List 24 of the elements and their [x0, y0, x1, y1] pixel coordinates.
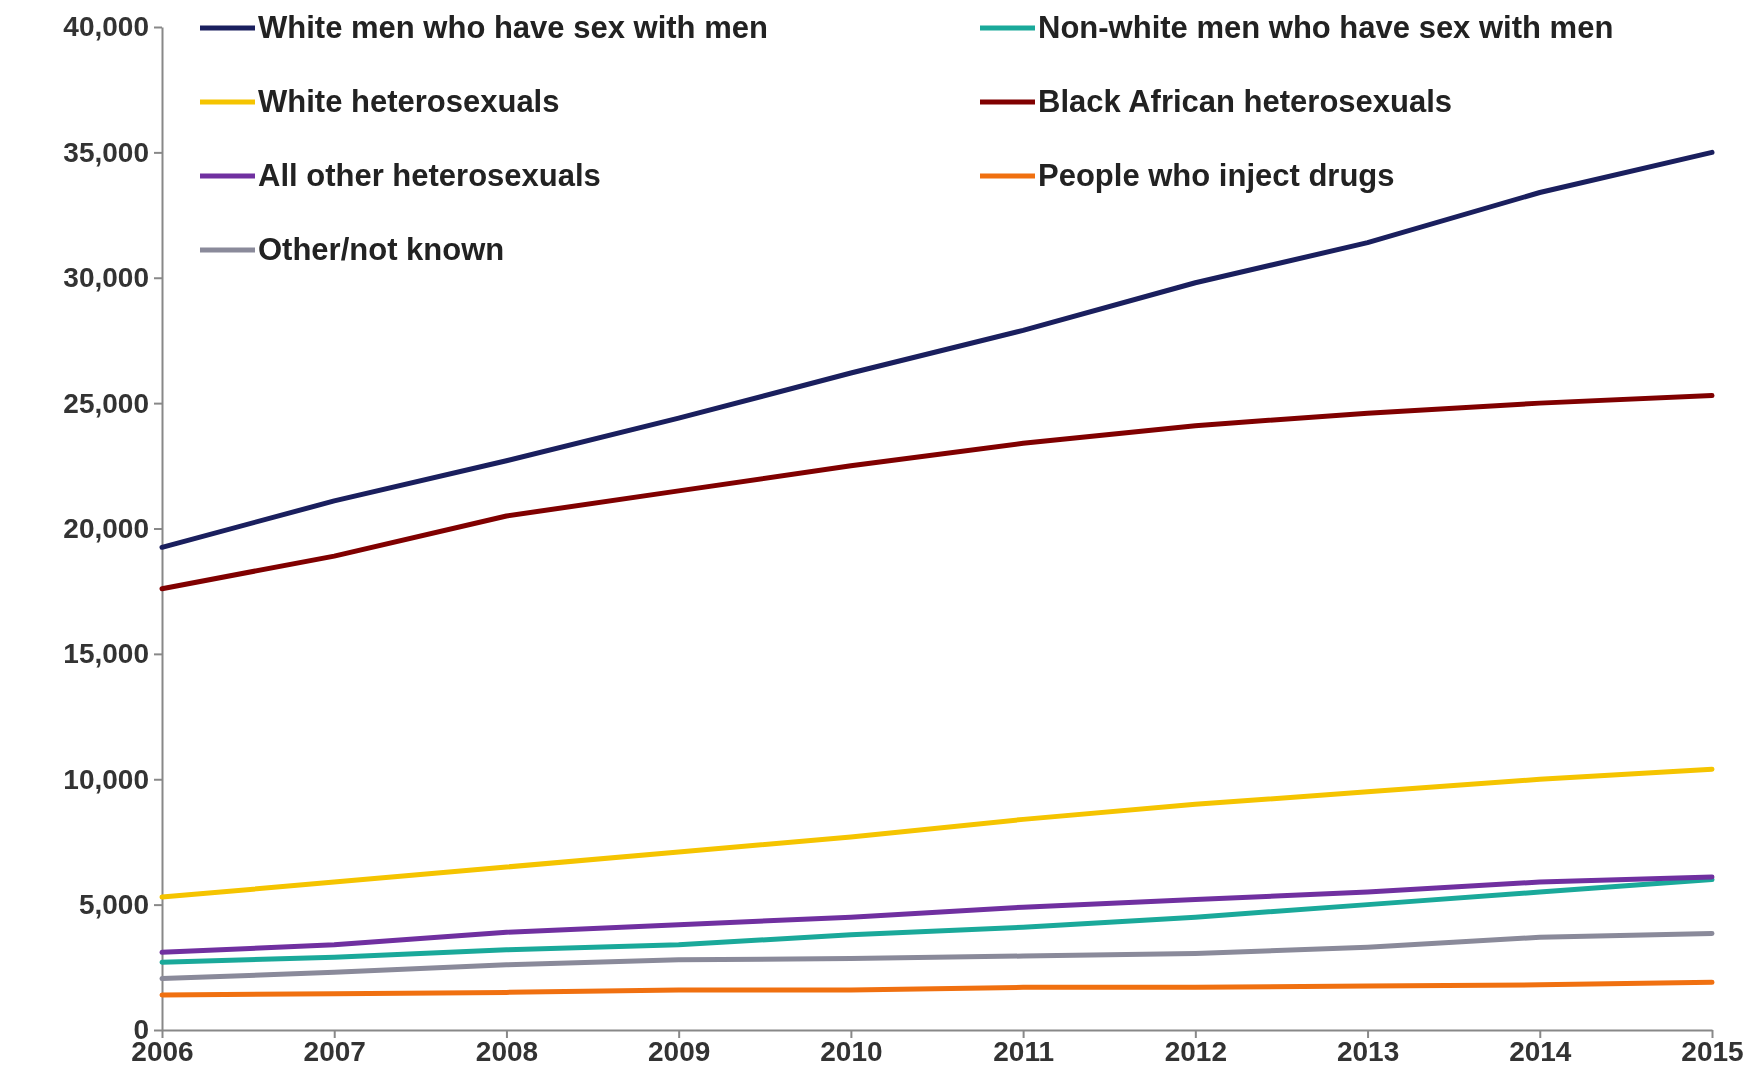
y-tick-label: 25,000 — [63, 387, 149, 419]
y-tick-label: 10,000 — [63, 763, 149, 795]
y-tick-label: 15,000 — [63, 638, 149, 670]
y-tick-label: 30,000 — [63, 262, 149, 294]
x-tick-label: 2012 — [1164, 1035, 1227, 1067]
y-tick-label: 35,000 — [63, 136, 149, 168]
x-tick-label: 2014 — [1509, 1035, 1572, 1067]
legend-label: Non-white men who have sex with men — [1038, 10, 1614, 45]
x-tick-label: 2011 — [993, 1035, 1054, 1067]
y-tick-label: 20,000 — [63, 512, 149, 544]
legend-label: Other/not known — [258, 232, 505, 267]
x-tick-label: 2008 — [475, 1035, 539, 1067]
legend-label: People who inject drugs — [1038, 158, 1395, 193]
x-tick-label: 2007 — [303, 1035, 366, 1067]
y-tick-label: 5,000 — [78, 889, 149, 921]
legend-label: White heterosexuals — [258, 84, 560, 119]
x-tick-label: 2015 — [1681, 1035, 1744, 1067]
legend-label: All other heterosexuals — [258, 158, 601, 193]
legend-label: White men who have sex with men — [258, 10, 768, 45]
x-tick-label: 2010 — [820, 1035, 883, 1067]
y-tick-label: 40,000 — [63, 11, 149, 43]
legend-label: Black African heterosexuals — [1038, 84, 1453, 119]
x-tick-label: 2009 — [648, 1035, 711, 1067]
x-tick-label: 2013 — [1336, 1035, 1400, 1067]
